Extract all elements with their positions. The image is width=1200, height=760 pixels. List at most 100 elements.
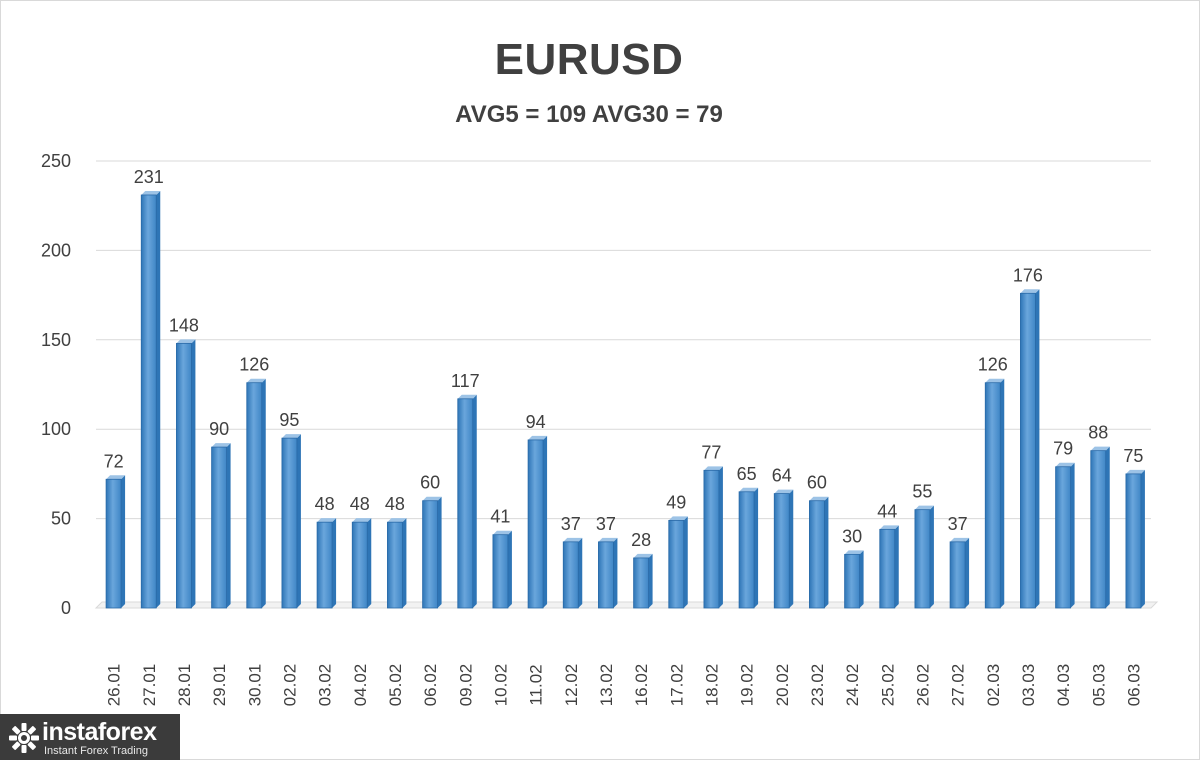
data-label: 30 xyxy=(842,526,862,546)
bar-19.02 xyxy=(738,487,759,609)
bar-top xyxy=(844,550,864,555)
instaforex-logo-icon xyxy=(9,723,39,753)
bar-front xyxy=(914,509,931,609)
bar-front xyxy=(668,519,685,609)
bar-front xyxy=(457,398,474,609)
bar-front xyxy=(1020,292,1036,609)
bar-top xyxy=(1090,446,1110,451)
y-tick-label: 150 xyxy=(41,330,71,350)
bar-side xyxy=(402,518,407,608)
bar-side xyxy=(1105,446,1110,608)
bar-side xyxy=(789,489,794,608)
bar-top xyxy=(1125,469,1145,474)
bar-front xyxy=(176,342,192,609)
data-label: 55 xyxy=(912,482,932,502)
data-label: 176 xyxy=(1013,265,1043,285)
bar-top xyxy=(668,516,688,521)
x-tick-label: 29.01 xyxy=(210,664,229,707)
bar-front xyxy=(316,521,333,609)
data-label: 41 xyxy=(490,507,510,527)
data-label: 65 xyxy=(737,464,757,484)
data-label: 88 xyxy=(1088,423,1108,443)
x-tick-label: 24.02 xyxy=(843,664,862,707)
bars xyxy=(105,190,1145,609)
x-tick-label: 18.02 xyxy=(702,664,721,707)
data-label: 37 xyxy=(561,514,581,534)
bar-top xyxy=(563,537,583,542)
bar-side xyxy=(683,516,688,608)
x-tick-label: 13.02 xyxy=(597,664,616,707)
y-tick-label: 250 xyxy=(41,151,71,171)
x-tick-label: 02.03 xyxy=(984,664,1003,707)
bar-side xyxy=(965,537,970,608)
bar-front xyxy=(105,478,122,609)
x-tick-label: 25.02 xyxy=(878,664,897,707)
bar-side xyxy=(718,466,723,608)
data-label: 79 xyxy=(1053,439,1073,459)
bar-top xyxy=(422,496,442,501)
data-label: 49 xyxy=(666,492,686,512)
bar-front xyxy=(773,493,790,609)
bar-30.01 xyxy=(246,378,266,609)
bar-side xyxy=(543,435,548,608)
bar-front xyxy=(211,446,227,609)
bar-top xyxy=(809,496,829,501)
x-tick-label: 04.03 xyxy=(1054,664,1073,707)
data-label: 60 xyxy=(420,473,440,493)
bar-front xyxy=(140,194,157,609)
bar-front xyxy=(844,553,860,609)
data-label: 48 xyxy=(315,494,335,514)
logo-name: instaforex xyxy=(42,718,157,746)
data-label: 48 xyxy=(350,494,370,514)
bar-top xyxy=(739,487,759,492)
y-axis: 0 50 100 150 200 250 xyxy=(41,151,71,618)
x-tick-label: 17.02 xyxy=(667,664,686,707)
x-tick-label: 05.02 xyxy=(386,664,405,707)
bar-top xyxy=(703,466,723,471)
bar-04.03 xyxy=(1055,462,1075,609)
data-label: 95 xyxy=(279,410,299,430)
bar-top xyxy=(914,505,934,510)
bar-26.02 xyxy=(914,505,934,609)
x-tick-label: 27.02 xyxy=(949,664,968,707)
bar-17.02 xyxy=(668,516,688,609)
bar-side xyxy=(191,339,196,608)
x-tick-label: 26.02 xyxy=(913,664,932,707)
data-label: 148 xyxy=(169,315,199,335)
bar-top xyxy=(633,553,653,558)
bar-front xyxy=(527,439,544,609)
bar-top xyxy=(774,489,794,494)
bar-09.02 xyxy=(457,394,477,609)
logo-tagline: Instant Forex Trading xyxy=(44,745,148,757)
bar-13.02 xyxy=(598,537,618,609)
bar-26.01 xyxy=(105,475,126,609)
bar-top xyxy=(598,537,618,542)
bar-front xyxy=(422,500,438,609)
bar-front xyxy=(1125,473,1142,609)
bar-06.02 xyxy=(422,496,442,609)
x-tick-label: 12.02 xyxy=(562,664,581,707)
bar-top xyxy=(317,518,337,523)
data-label: 37 xyxy=(596,514,616,534)
bar-front xyxy=(984,382,1001,609)
data-label: 64 xyxy=(772,466,792,486)
bar-top xyxy=(1055,462,1075,467)
bar-front xyxy=(351,521,368,609)
bar-top xyxy=(457,394,477,399)
bar-top xyxy=(387,518,407,523)
x-tick-label: 20.02 xyxy=(773,664,792,707)
bar-side xyxy=(613,537,618,608)
bar-side xyxy=(754,487,759,608)
bar-top xyxy=(879,525,899,530)
bar-side xyxy=(859,550,864,608)
bar-front xyxy=(598,541,614,609)
instaforex-logo: instaforex Instant Forex Trading xyxy=(0,714,180,760)
bar-06.03 xyxy=(1125,469,1145,609)
data-label: 94 xyxy=(526,412,546,432)
bar-front xyxy=(703,469,720,609)
data-label: 44 xyxy=(877,501,897,521)
bar-side xyxy=(226,443,231,608)
bar-11.02 xyxy=(527,435,548,609)
x-axis: 26.01 27.01 28.01 29.01 30.01 02.02 03.02 04.02… xyxy=(105,664,1144,707)
bar-27.01 xyxy=(140,190,161,609)
